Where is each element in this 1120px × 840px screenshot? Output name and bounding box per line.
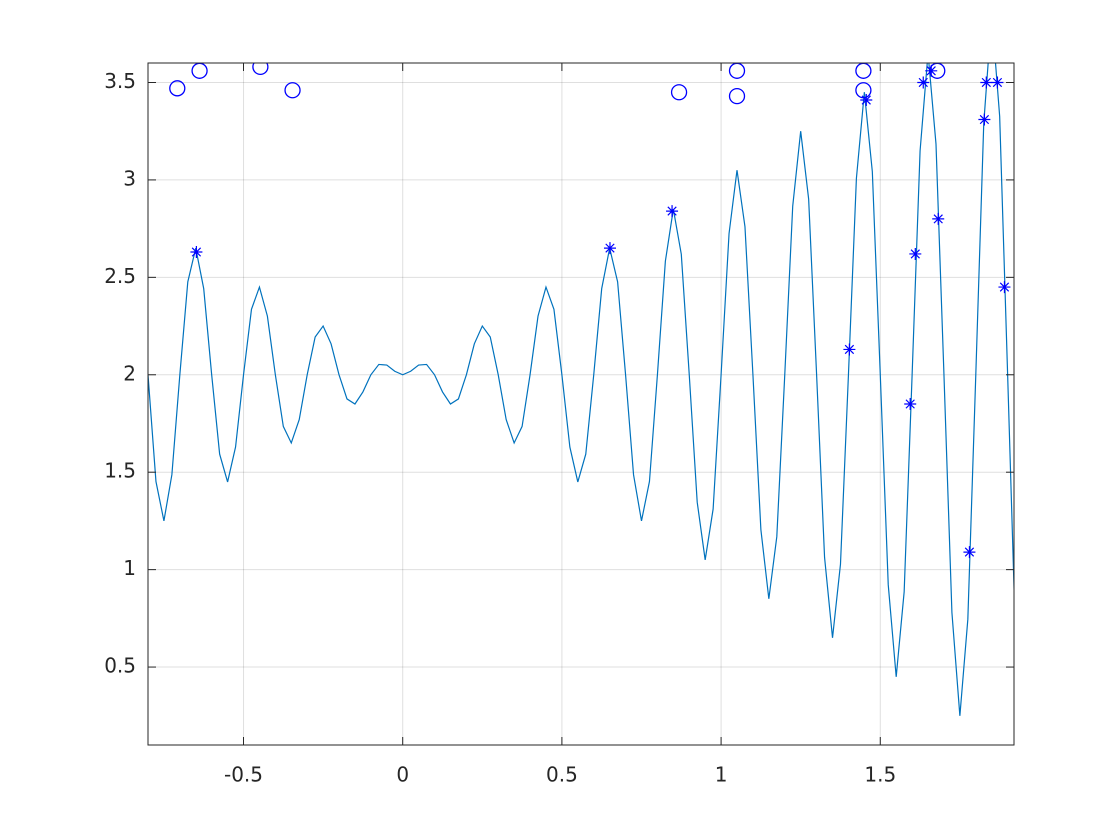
data-layer	[148, 63, 1014, 716]
star-marker	[190, 246, 203, 259]
y-tick-label: 3.5	[104, 69, 136, 93]
star-marker	[963, 546, 976, 559]
star-marker	[666, 205, 679, 218]
y-tick-label: 1.5	[104, 459, 136, 483]
star-marker	[603, 242, 616, 255]
star-marker	[917, 76, 930, 89]
star-marker	[860, 94, 873, 107]
x-tick-label: 0.5	[546, 763, 578, 787]
circle-marker	[252, 63, 269, 76]
x-tick-label: 1.5	[864, 763, 896, 787]
plot-area	[148, 63, 1014, 745]
y-tick-label: 3	[123, 166, 136, 190]
x-tick-label: 0	[396, 763, 409, 787]
star-marker	[998, 281, 1011, 294]
star-marker	[980, 76, 993, 89]
x-tick-label: -0.5	[224, 763, 263, 787]
x-tick-label: 1	[715, 763, 728, 787]
star-marker	[978, 113, 991, 126]
grid	[148, 63, 1014, 745]
circle-marker	[169, 80, 186, 97]
y-tick-label: 2.5	[104, 264, 136, 288]
y-tick-label: 1	[123, 556, 136, 580]
star-marker	[932, 212, 945, 225]
circle-marker	[728, 87, 746, 105]
y-tick-label: 0.5	[104, 654, 136, 678]
star-marker	[991, 76, 1004, 89]
star-marker	[909, 247, 922, 260]
star-marker	[904, 398, 917, 410]
y-tick-label: 2	[123, 361, 136, 385]
axes-box	[147, 62, 1015, 746]
star-marker	[925, 64, 938, 77]
curve	[148, 63, 1014, 716]
circle-marker	[670, 84, 688, 101]
star-marker	[843, 343, 856, 356]
ticks: -0.5 0 0.5 1 1.5 0.5 1 1.5 2 2.5 3 3.5	[104, 63, 1014, 787]
circle-marker	[284, 82, 301, 99]
